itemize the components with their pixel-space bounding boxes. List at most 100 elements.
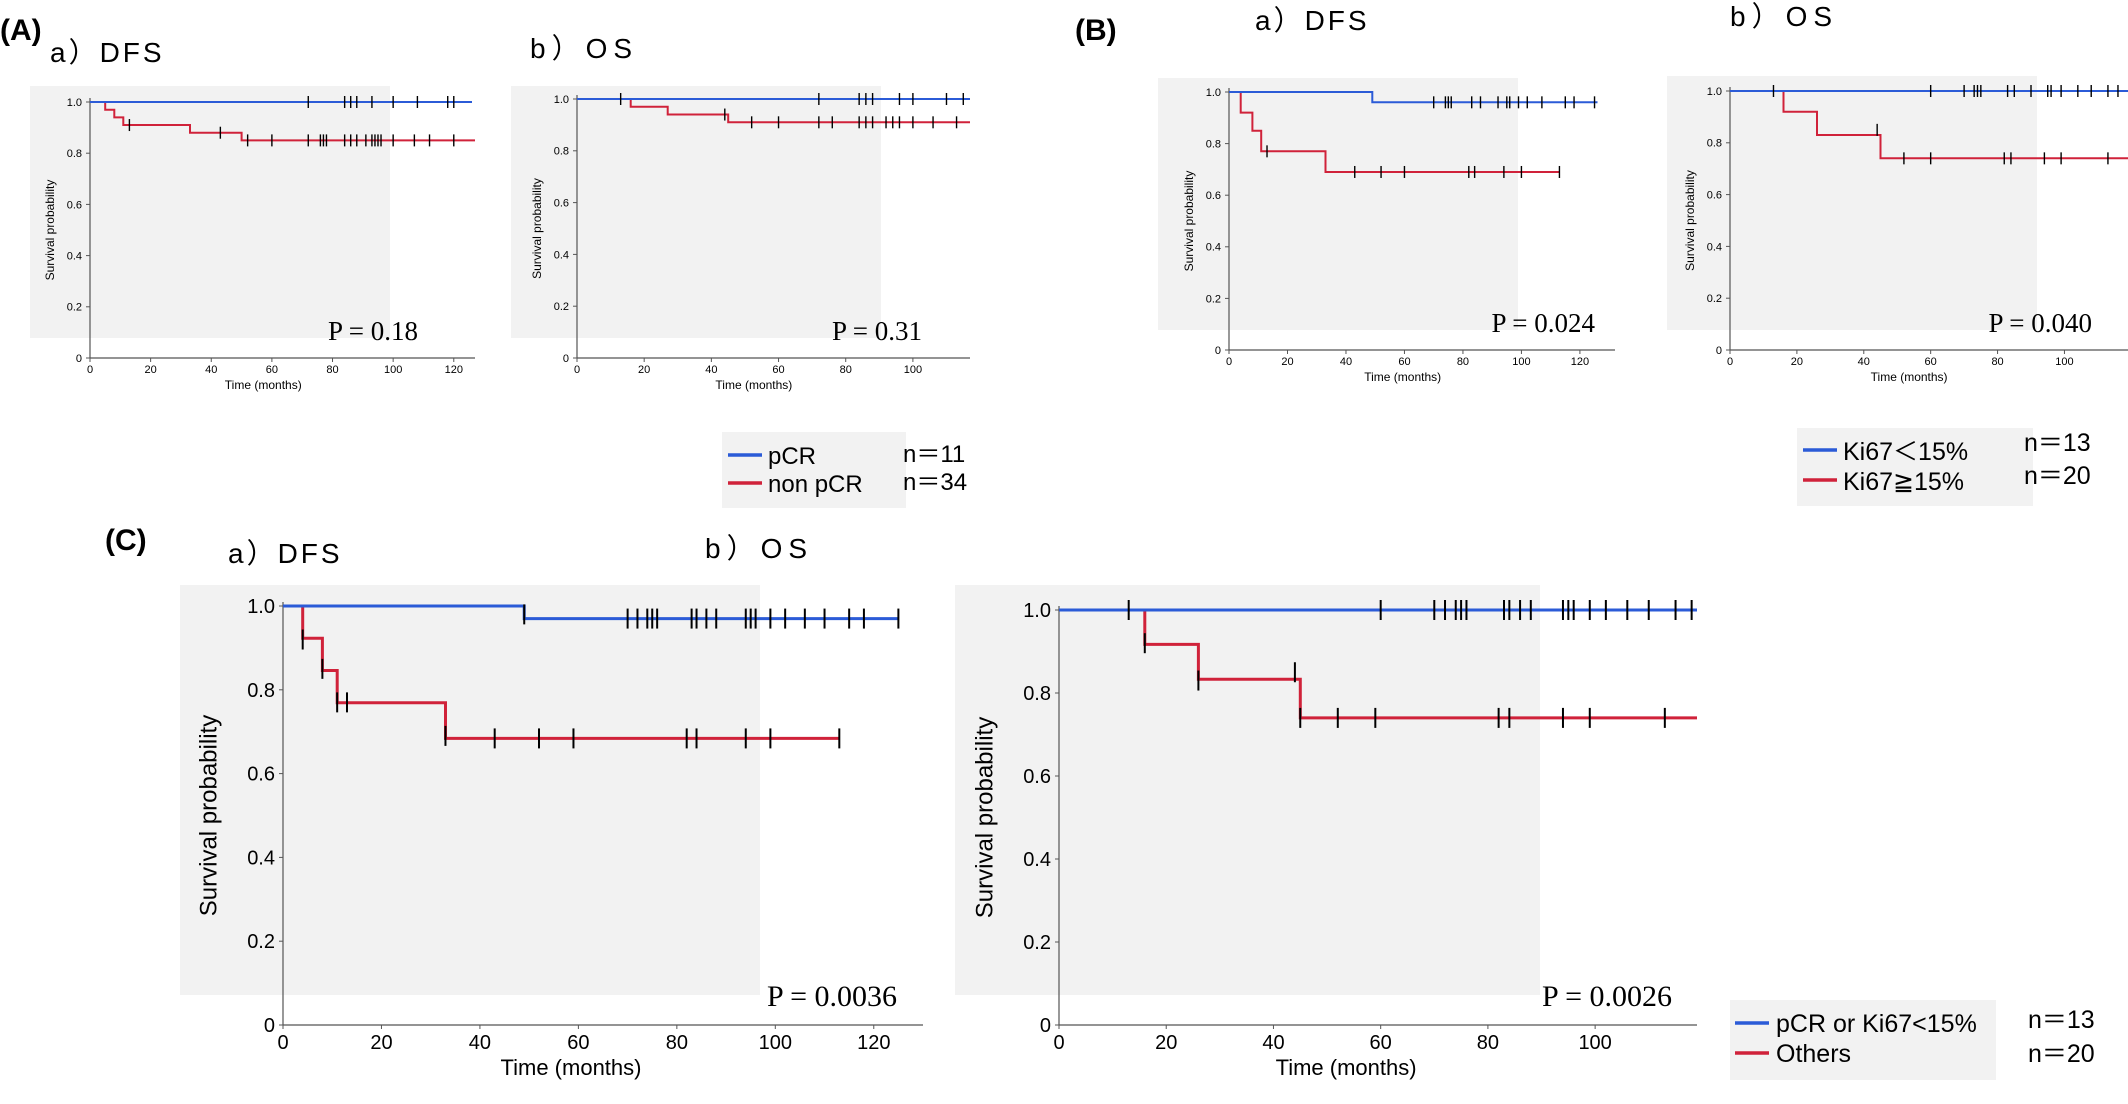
y-axis-title: Survival probability — [1683, 170, 1697, 271]
x-axis-title: Time (months) — [225, 378, 302, 392]
x-axis-title: Time (months) — [1364, 370, 1441, 384]
plot-background — [955, 585, 1540, 995]
x-axis-title: Time (months) — [715, 378, 792, 392]
legend-b: Ki67＜15% n＝13 Ki67≧15% n＝20 — [1797, 428, 2091, 506]
x-tick-label: 20 — [1155, 1032, 1177, 1054]
subtitle-a-os: b）OS — [530, 33, 638, 64]
y-tick-label: 0.2 — [247, 931, 275, 953]
y-tick-label: 1.0 — [1023, 600, 1051, 622]
legend-b-n-red: n＝20 — [2024, 462, 2091, 490]
subtitle-b-dfs: a）DFS — [1255, 5, 1370, 36]
plot-background — [1158, 78, 1518, 330]
x-axis-title: Time (months) — [501, 1055, 642, 1080]
x-tick-label: 100 — [1578, 1032, 1611, 1054]
legend-c-bg — [1730, 1000, 1996, 1080]
y-tick-label: 0 — [76, 353, 82, 365]
plot-background — [30, 86, 390, 338]
x-tick-label: 40 — [1340, 356, 1352, 368]
y-axis-title: Survival probability — [196, 715, 223, 916]
legend-b-label-blue: Ki67＜15% — [1843, 438, 1968, 466]
legend-a-bg — [722, 432, 906, 508]
y-tick-label: 0.4 — [247, 847, 275, 869]
legend-a-label-red: non pCR — [768, 471, 863, 498]
y-tick-label: 0.6 — [554, 197, 569, 209]
x-tick-label: 20 — [1791, 356, 1803, 368]
x-tick-label: 0 — [87, 364, 93, 376]
y-tick-label: 0.2 — [1206, 293, 1221, 305]
x-tick-label: 0 — [1226, 356, 1232, 368]
x-tick-label: 40 — [205, 364, 217, 376]
y-tick-label: 1.0 — [1707, 86, 1722, 98]
chart-c-os: 0 0.2 0.4 0.6 0.8 1.0 0 20 40 60 80 100 Time (months… — [955, 585, 1697, 1080]
y-tick-label: 0 — [1716, 345, 1722, 357]
x-tick-label: 60 — [1370, 1032, 1392, 1054]
y-tick-label: 0.4 — [1206, 242, 1221, 254]
legend-a-n-red: n＝34 — [903, 469, 967, 496]
p-value-label: P = 0.040 — [1989, 308, 2093, 338]
x-tick-label: 80 — [666, 1032, 688, 1054]
plot-background — [180, 585, 760, 995]
subtitle-c-dfs: a）DFS — [228, 538, 343, 569]
x-tick-label: 120 — [857, 1032, 890, 1054]
x-tick-label: 40 — [1262, 1032, 1284, 1054]
y-tick-label: 1.0 — [67, 97, 82, 109]
x-tick-label: 20 — [638, 364, 650, 376]
x-tick-label: 20 — [145, 364, 157, 376]
km-curve-red — [90, 101, 475, 142]
x-tick-label: 120 — [1571, 356, 1589, 368]
y-tick-label: 0.6 — [67, 199, 82, 211]
plot-background — [1667, 76, 2037, 330]
x-tick-label: 60 — [1925, 356, 1937, 368]
panel-label-b: (B) — [1075, 14, 1117, 47]
y-tick-label: 0.6 — [1206, 190, 1221, 202]
y-tick-label: 0.4 — [1707, 241, 1722, 253]
y-tick-label: 0.2 — [67, 302, 82, 314]
y-tick-label: 0.8 — [554, 146, 569, 158]
x-tick-label: 0 — [574, 364, 580, 376]
legend-c: pCR or Ki67<15% n＝13 Others n＝20 — [1730, 1000, 2095, 1080]
x-tick-label: 60 — [567, 1032, 589, 1054]
x-tick-label: 20 — [370, 1032, 392, 1054]
x-tick-label: 80 — [840, 364, 852, 376]
x-tick-label: 60 — [1398, 356, 1410, 368]
km-curve-red — [283, 604, 840, 740]
legend-b-bg — [1797, 428, 2033, 506]
km-curve-red — [577, 98, 970, 124]
x-tick-label: 40 — [705, 364, 717, 376]
y-tick-label: 0 — [1040, 1015, 1051, 1037]
x-tick-label: 100 — [759, 1032, 792, 1054]
x-tick-label: 60 — [772, 364, 784, 376]
y-tick-label: 0.8 — [1206, 138, 1221, 150]
legend-a-n-blue: n＝11 — [903, 441, 965, 468]
x-tick-label: 20 — [1281, 356, 1293, 368]
legend-a-label-blue: pCR — [768, 443, 816, 470]
y-axis-title: Survival probability — [43, 180, 57, 281]
x-tick-label: 40 — [469, 1032, 491, 1054]
y-tick-label: 0.6 — [1023, 766, 1051, 788]
chart-c-dfs: 0 0.2 0.4 0.6 0.8 1.0 0 20 40 60 80 100 120 Time (mon… — [180, 585, 923, 1080]
p-value-label: P = 0.024 — [1492, 308, 1596, 338]
chart-a-os: 0 0.2 0.4 0.6 0.8 1.0 0 20 40 60 80 100 Time (months… — [511, 86, 970, 392]
x-tick-label: 80 — [1991, 356, 2003, 368]
x-tick-label: 80 — [1457, 356, 1469, 368]
x-tick-label: 120 — [445, 364, 463, 376]
x-tick-label: 100 — [904, 364, 922, 376]
y-tick-label: 0 — [563, 353, 569, 365]
y-axis-title: Survival probability — [1182, 171, 1196, 272]
x-tick-label: 0 — [1053, 1032, 1064, 1054]
legend-b-n-blue: n＝13 — [2024, 429, 2091, 457]
km-curve-blue — [1229, 91, 1598, 104]
legend-c-n-red: n＝20 — [2028, 1040, 2095, 1068]
y-tick-label: 0.6 — [1707, 189, 1722, 201]
y-tick-label: 0.8 — [1707, 138, 1722, 150]
km-curve-red — [1730, 90, 2128, 160]
y-axis-title: Survival probability — [530, 178, 544, 279]
y-axis-title: Survival probability — [972, 717, 999, 918]
y-tick-label: 1.0 — [247, 596, 275, 618]
legend-a: pCR n＝11 non pCR n＝34 — [722, 432, 967, 508]
y-tick-label: 0 — [1215, 345, 1221, 357]
x-tick-label: 80 — [1477, 1032, 1499, 1054]
subtitle-c-os: b）OS — [705, 533, 813, 564]
subtitle-b-os: b）OS — [1730, 1, 1838, 32]
